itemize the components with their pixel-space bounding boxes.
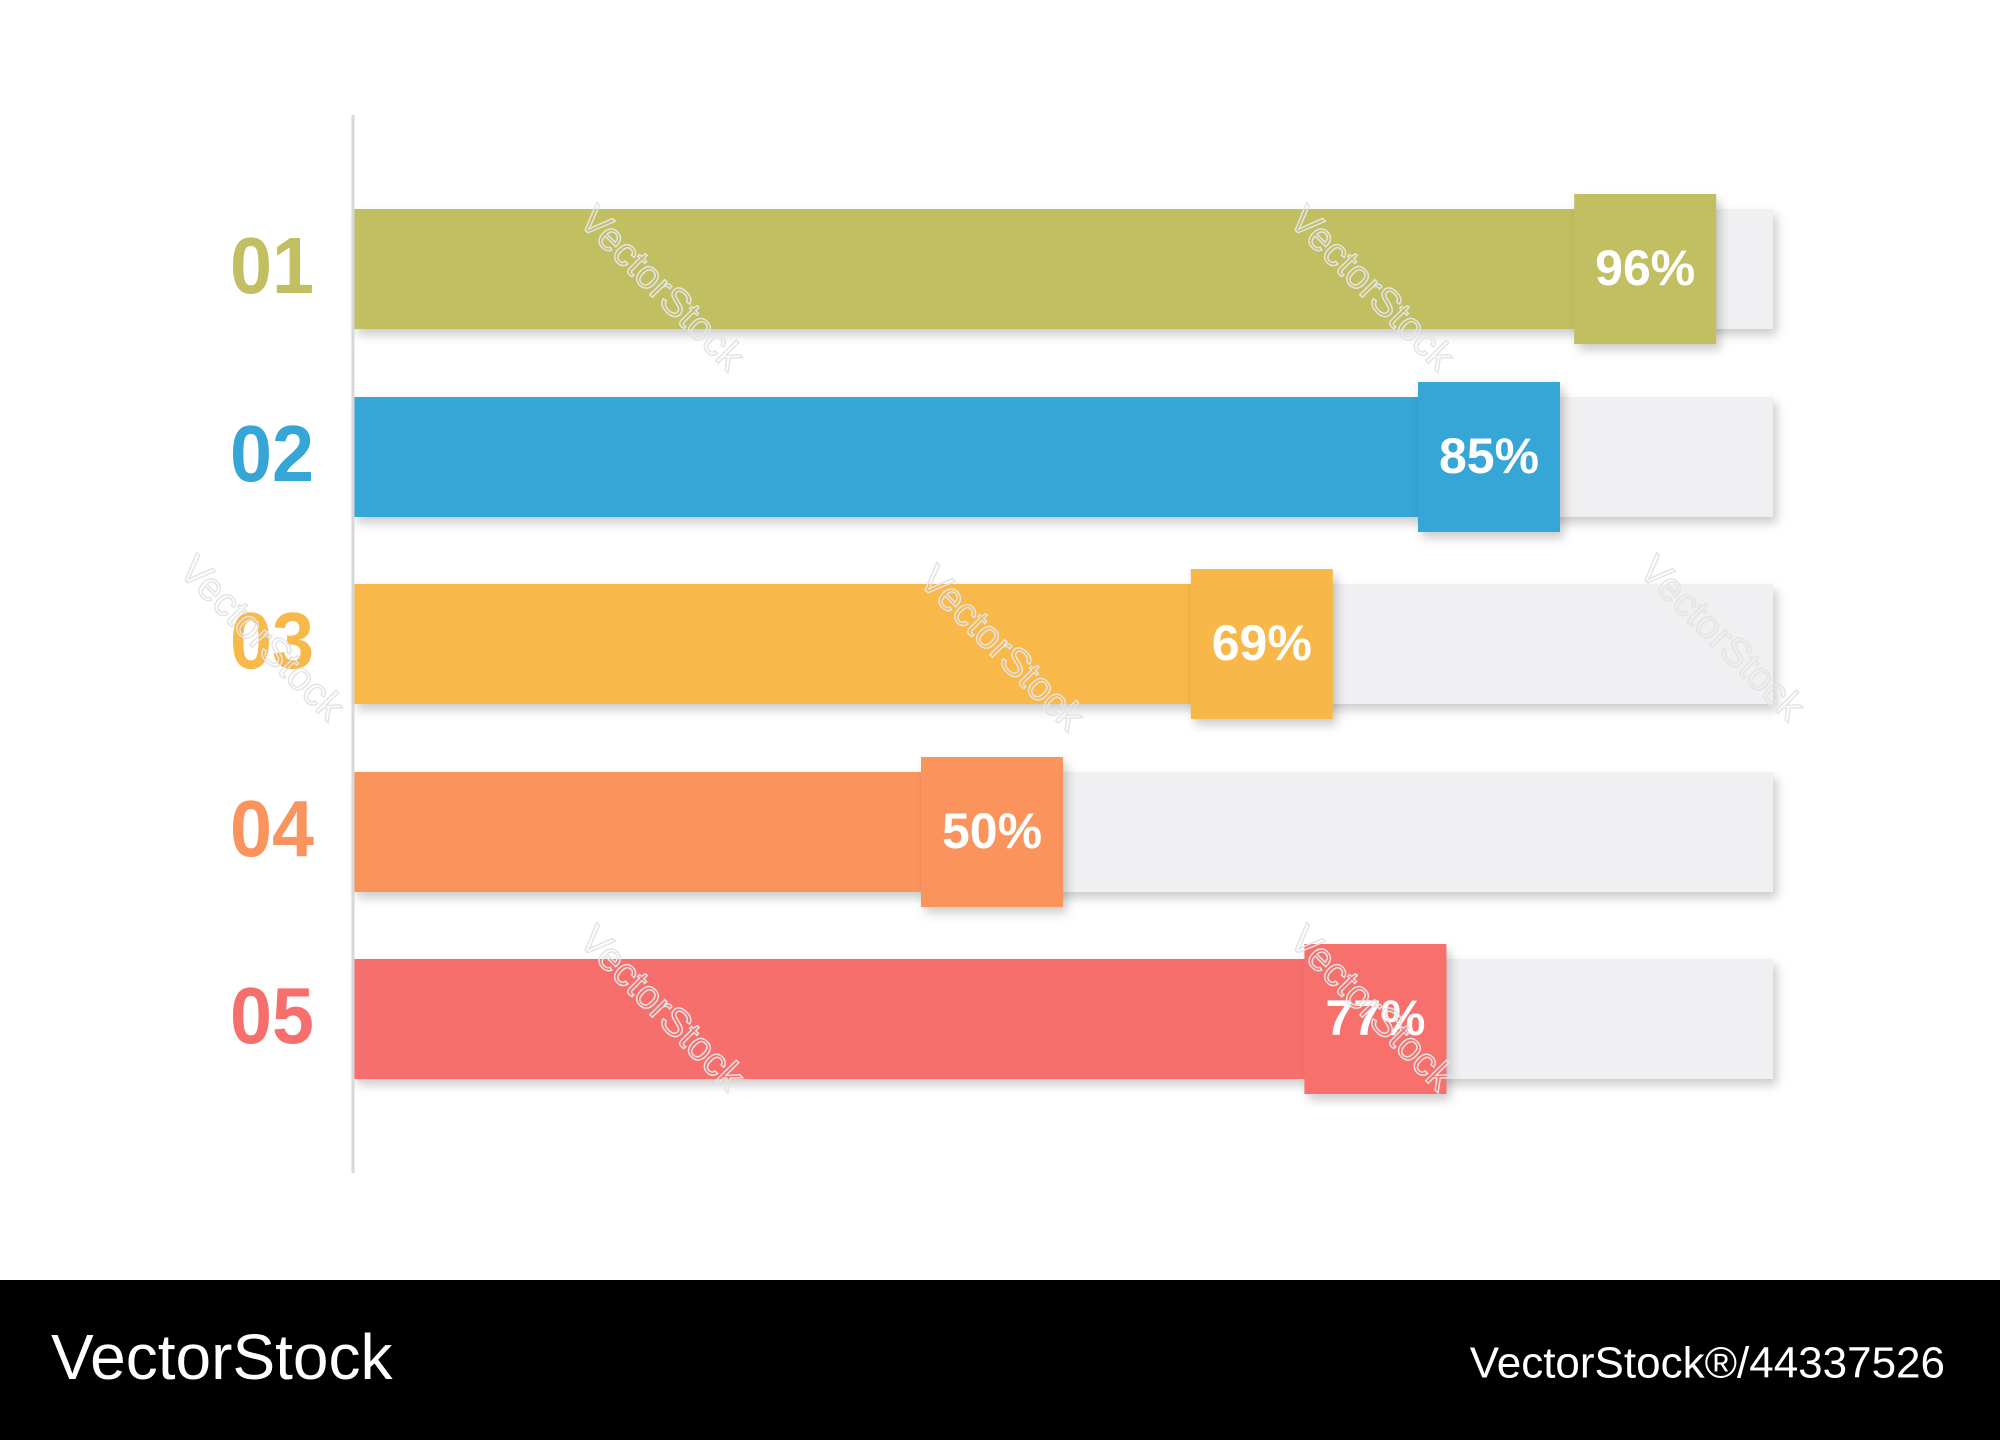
value-label: 85% [1439, 428, 1539, 484]
value-label: 69% [1212, 615, 1312, 671]
bar [353, 959, 1447, 1079]
value-label: 96% [1595, 240, 1695, 296]
value-box [1304, 944, 1447, 1094]
bar [353, 209, 1717, 329]
bar [353, 397, 1560, 517]
value-box [1190, 569, 1333, 719]
category-label: 02 [230, 409, 314, 498]
value-label: 77% [1325, 990, 1425, 1046]
category-label: 04 [230, 784, 314, 873]
category-label: 05 [230, 971, 314, 1060]
bar [353, 584, 1333, 704]
footer-brand: VectorStock [51, 1321, 394, 1393]
value-box [921, 757, 1063, 907]
footer-bar [0, 1280, 2000, 1440]
footer-id: VectorStock®/44337526 [1470, 1339, 1945, 1388]
category-label: 03 [230, 596, 314, 685]
bars: 96% 01 85% 02 69% 03 50% 04 77% 05 [230, 194, 1717, 1094]
value-box [1574, 194, 1717, 344]
category-label: 01 [230, 221, 314, 310]
value-box [1418, 382, 1560, 532]
value-label: 50% [942, 803, 1042, 859]
